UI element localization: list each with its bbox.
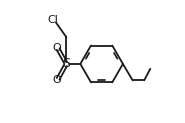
Text: Cl: Cl xyxy=(48,15,58,25)
Text: O: O xyxy=(53,75,62,85)
Text: S: S xyxy=(62,57,70,70)
Text: O: O xyxy=(53,43,62,53)
